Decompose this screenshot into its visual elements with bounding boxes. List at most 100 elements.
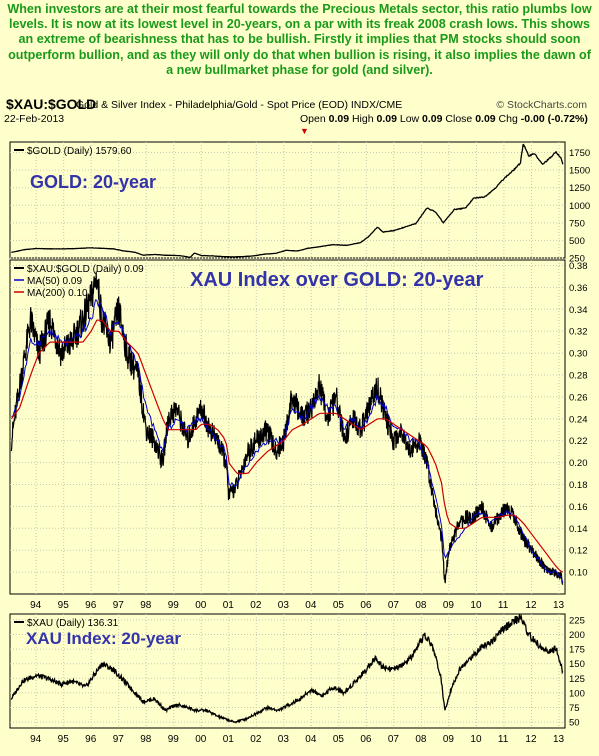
xau-ytick-label: 200 [569, 630, 585, 641]
gold-ytick-label: 1750 [569, 148, 590, 159]
ratio-xtick-label: 03 [278, 600, 290, 611]
xau-xtick-label: 08 [415, 734, 427, 745]
commentary-text: When investors are at their most fearful… [7, 2, 592, 77]
ratio-ytick-label: 0.12 [569, 546, 588, 557]
close-value: 0.09 [475, 113, 496, 125]
gold-ytick-label: 500 [569, 236, 585, 247]
ratio-xtick-label: 98 [140, 600, 152, 611]
xau-xtick-label: 96 [85, 734, 97, 745]
gold-ytick-label: 250 [569, 254, 585, 265]
ratio-xtick-label: 97 [113, 600, 125, 611]
xau-xtick-label: 94 [30, 734, 42, 745]
ratio-ytick-label: 0.20 [569, 458, 588, 469]
chart-description: Gold & Silver Index - Philadelphia/Gold … [76, 99, 403, 111]
xau-xtick-label: 00 [195, 734, 207, 745]
xau-ytick-label: 175 [569, 645, 585, 656]
high-label: High [351, 113, 374, 125]
gold-price-line [11, 143, 564, 258]
chart-symbol: $XAU:$GOLD [6, 96, 97, 112]
xau-ytick-label: 100 [569, 688, 585, 699]
xau-xtick-label: 99 [168, 734, 180, 745]
ratio-ytick-label: 0.22 [569, 436, 588, 447]
ratio-ytick-label: 0.28 [569, 370, 588, 381]
xau-panel-frame [9, 613, 566, 729]
xau-xtick-label: 97 [113, 734, 125, 745]
open-label: Open [300, 113, 326, 125]
ratio-xtick-label: 01 [223, 600, 235, 611]
ratio-ytick-label: 0.10 [569, 568, 588, 579]
ratio-xtick-label: 07 [388, 600, 400, 611]
xau-price-line [10, 614, 564, 724]
close-label: Close [445, 113, 473, 125]
down-arrow-icon: ▼ [300, 126, 309, 136]
ratio-ytick-label: 0.14 [569, 524, 588, 535]
ma200-line [10, 319, 564, 573]
ratio-xtick-label: 05 [333, 600, 345, 611]
ratio-xtick-label: 04 [305, 600, 317, 611]
ratio-xtick-label: 95 [58, 600, 70, 611]
ratio-ytick-label: 0.34 [569, 305, 588, 316]
xau-xtick-label: 10 [470, 734, 482, 745]
xau-xtick-label: 07 [388, 734, 400, 745]
ohlc-readout: Open 0.09 High 0.09 Low 0.09 Close 0.09 … [300, 113, 599, 137]
ratio-ytick-label: 0.32 [569, 327, 588, 338]
low-label: Low [399, 113, 420, 125]
ratio-xtick-label: 08 [415, 600, 427, 611]
chart-date: 22-Feb-2013 [4, 113, 65, 125]
xau-legend-text: $XAU (Daily) 136.31 [27, 618, 119, 629]
xau-annotation: XAU Index: 20-year [26, 629, 181, 648]
xau-xtick-label: 09 [443, 734, 455, 745]
open-value: 0.09 [328, 113, 350, 125]
ratio-xtick-label: 13 [553, 600, 565, 611]
ma50-line [11, 299, 564, 584]
xau-xtick-label: 12 [525, 734, 537, 745]
ratio-xtick-label: 12 [525, 600, 537, 611]
xau-xtick-label: 02 [250, 734, 262, 745]
chg-label: Chg [498, 113, 518, 125]
ratio-ytick-label: 0.24 [569, 414, 588, 425]
xau-ytick-label: 150 [569, 659, 585, 670]
ratio-xtick-label: 10 [470, 600, 482, 611]
xau-ytick-label: 50 [569, 718, 580, 729]
ratio-ytick-label: 0.38 [569, 261, 588, 272]
ma50-legend-text: MA(50) 0.09 [27, 276, 82, 287]
gold-ytick-label: 750 [569, 218, 585, 229]
ma200-legend-text: MA(200) 0.10 [27, 288, 88, 299]
gold-ytick-label: 1000 [569, 201, 590, 212]
xau-xtick-label: 01 [223, 734, 235, 745]
xau-xtick-label: 06 [360, 734, 372, 745]
ratio-ytick-label: 0.18 [569, 480, 588, 491]
xau-xtick-label: 98 [140, 734, 152, 745]
gold-ytick-label: 1250 [569, 183, 590, 194]
xau-ytick-label: 75 [569, 703, 580, 714]
chart-credit: © StockCharts.com [496, 99, 587, 111]
xau-ytick-label: 225 [569, 615, 585, 626]
xau-ytick-label: 125 [569, 674, 585, 685]
ratio-ytick-label: 0.30 [569, 349, 588, 360]
chart-header: $XAU:$GOLD Gold & Silver Index - Philade… [0, 96, 599, 142]
high-value: 0.09 [376, 113, 397, 125]
ratio-xtick-label: 09 [443, 600, 455, 611]
ratio-ytick-label: 0.36 [569, 283, 588, 294]
chg-value: -0.00 (-0.72%) [520, 113, 588, 125]
xau-xtick-label: 05 [333, 734, 345, 745]
low-value: 0.09 [422, 113, 443, 125]
ratio-xtick-label: 99 [168, 600, 180, 611]
ratio-xtick-label: 96 [85, 600, 97, 611]
xau-xtick-label: 03 [278, 734, 290, 745]
ratio-xtick-label: 02 [250, 600, 262, 611]
gold-annotation: GOLD: 20-year [30, 172, 156, 192]
xau-xtick-label: 13 [553, 734, 565, 745]
ratio-ytick-label: 0.16 [569, 502, 588, 513]
ratio-ytick-label: 0.26 [569, 392, 588, 403]
ratio-xtick-label: 00 [195, 600, 207, 611]
gold-legend-text: $GOLD (Daily) 1579.60 [27, 146, 132, 157]
xau-xtick-label: 11 [498, 734, 509, 745]
ratio-xtick-label: 11 [498, 600, 509, 611]
ratio-legend-text: $XAU:$GOLD (Daily) 0.09 [27, 264, 144, 275]
gold-ytick-label: 1500 [569, 166, 590, 177]
xau-xtick-label: 04 [305, 734, 317, 745]
ratio-xtick-label: 94 [30, 600, 42, 611]
ratio-xtick-label: 06 [360, 600, 372, 611]
